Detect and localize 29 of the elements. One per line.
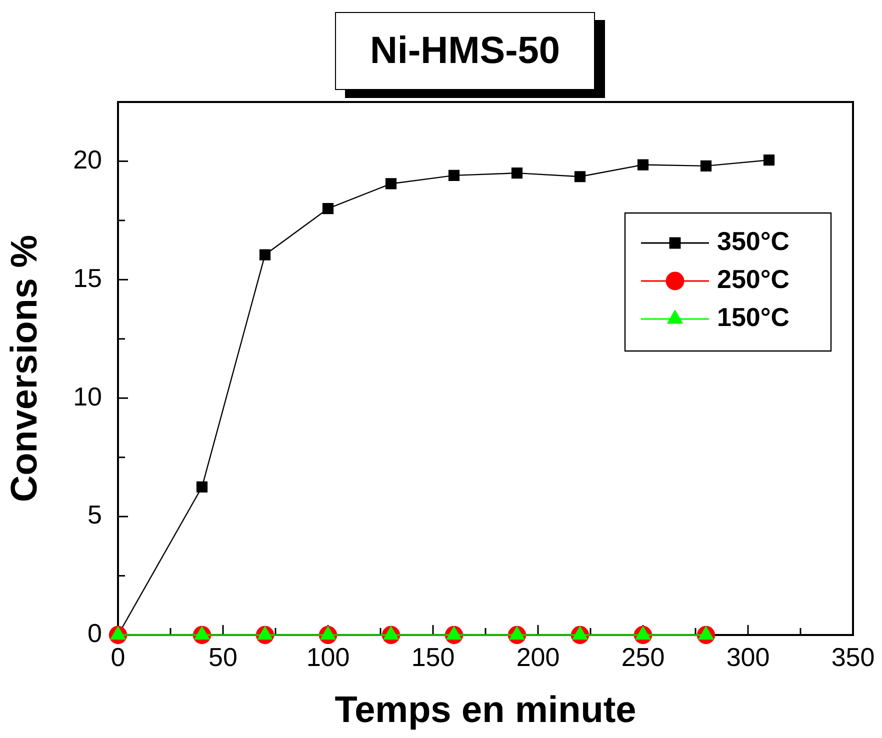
- x-tick-label: 150: [411, 642, 455, 672]
- x-tick-label: 0: [110, 642, 126, 672]
- y-tick-label: 10: [73, 381, 102, 412]
- point: [763, 154, 775, 166]
- point: [385, 178, 397, 190]
- point: [196, 481, 208, 492]
- point: [322, 203, 334, 214]
- x-axis-title: Temps en minute: [334, 689, 636, 730]
- legend-label: 250°C: [717, 264, 790, 294]
- point: [448, 170, 460, 181]
- x-tick-label: 100: [306, 642, 350, 672]
- chart-title: Ni-HMS-50: [335, 12, 595, 90]
- x-tick-label: 50: [208, 642, 238, 672]
- point: [511, 168, 523, 179]
- point: [700, 160, 712, 172]
- y-tick-label: 15: [73, 262, 102, 293]
- point: [637, 159, 649, 170]
- y-tick-label: 5: [88, 500, 102, 530]
- legend-label: 150°C: [717, 302, 790, 332]
- point: [574, 171, 586, 182]
- legend-label: 350°C: [717, 226, 790, 256]
- y-tick-label: 0: [88, 618, 102, 648]
- y-tick-label: 20: [73, 144, 102, 174]
- x-tick-label: 250: [621, 642, 665, 672]
- point: [259, 249, 271, 260]
- x-tick-label: 200: [516, 642, 560, 672]
- x-tick-label: 300: [726, 642, 770, 672]
- y-axis-title: Conversions %: [3, 234, 44, 502]
- x-tick-label: 350: [831, 642, 875, 672]
